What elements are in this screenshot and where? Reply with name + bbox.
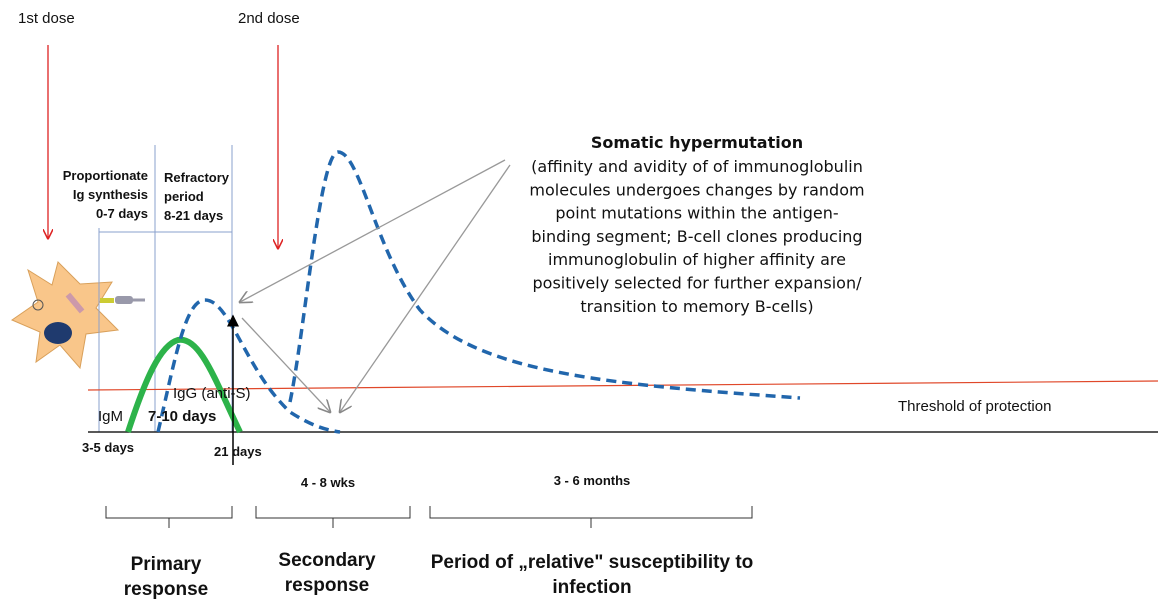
igg-primary-curve xyxy=(156,298,341,434)
label: 4 - 8 wks xyxy=(301,475,355,490)
pointer-arrow xyxy=(241,317,330,412)
description-line: (affinity and avidity of of immunoglobul… xyxy=(531,157,863,176)
label: 3 - 6 months xyxy=(554,473,631,488)
label: 21 days xyxy=(214,444,262,459)
cell-icon xyxy=(10,261,145,370)
label: infection xyxy=(552,577,631,598)
label: Secondary xyxy=(278,550,376,571)
brace xyxy=(429,506,753,528)
description-line: point mutations within the antigen- xyxy=(555,204,838,223)
description-line: immunoglobulin of higher affinity are xyxy=(548,250,846,269)
brace xyxy=(105,506,233,528)
igm-curve xyxy=(125,336,243,434)
description-line: binding segment; B-cell clones producing xyxy=(531,227,862,246)
label: Period of „relative" susceptibility to xyxy=(431,552,754,573)
label: 1st dose xyxy=(18,10,75,27)
label: 8-21 days xyxy=(164,208,223,223)
pointer-arrow xyxy=(340,164,511,412)
description-line: transition to memory B-cells) xyxy=(580,297,813,316)
label: 7-10 days xyxy=(148,408,216,425)
label: IgM xyxy=(98,408,123,425)
description: (affinity and avidity of of immunoglobul… xyxy=(529,157,864,316)
label: Ig synthesis xyxy=(73,187,148,202)
label: 0-7 days xyxy=(96,206,148,221)
label: 2nd dose xyxy=(238,10,300,27)
brace xyxy=(255,506,411,528)
label: Primary xyxy=(131,554,202,575)
bracket xyxy=(98,231,233,238)
label: Refractory xyxy=(164,170,230,185)
igg-secondary-curve xyxy=(288,150,801,403)
label: response xyxy=(124,579,208,599)
label: period xyxy=(164,189,204,204)
pointer-arrow xyxy=(240,159,506,302)
label: IgG (anti-S) xyxy=(173,385,251,402)
heading: Somatic hypermutation xyxy=(591,133,803,152)
label: response xyxy=(285,575,369,596)
description-line: molecules undergoes changes by random xyxy=(529,180,864,199)
label: 3-5 days xyxy=(82,440,134,455)
label: Proportionate xyxy=(63,168,148,183)
description-line: positively selected for further expansio… xyxy=(533,274,863,293)
threshold-line xyxy=(87,380,1158,391)
label: Threshold of protection xyxy=(898,398,1051,415)
